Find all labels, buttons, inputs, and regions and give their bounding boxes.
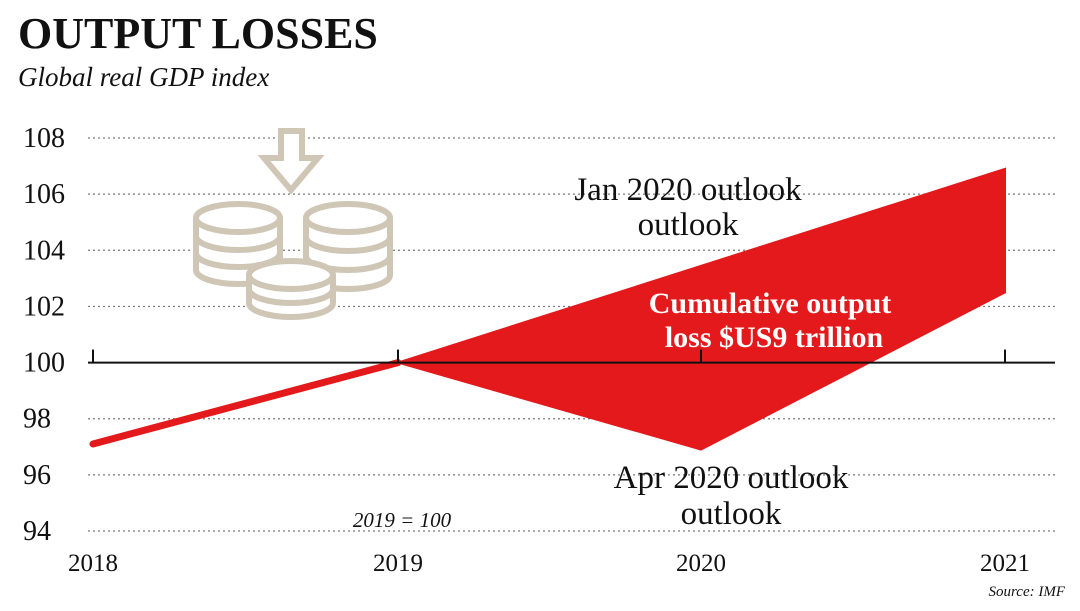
source-note: Source: IMF: [989, 584, 1066, 600]
y-tick-label: 102: [23, 291, 65, 322]
y-tick-label: 100: [23, 348, 65, 379]
y-tick-label: 98: [23, 404, 51, 435]
loss-label-line1: Cumulative output: [649, 287, 892, 320]
jan-outlook-label-line1: Jan 2020 outlook: [574, 172, 802, 208]
down-arrow-icon: [257, 128, 325, 195]
y-tick-label: 106: [23, 179, 65, 210]
loss-label-line2: loss $US9 trillion: [665, 321, 884, 354]
x-tick-label: 2018: [68, 550, 118, 577]
y-axis: 108 106 104 102 100 98 96 94: [23, 123, 65, 547]
x-tick-label: 2019: [373, 550, 423, 577]
y-tick-label: 96: [23, 460, 51, 491]
x-tick-label: 2020: [676, 550, 726, 577]
chart-title: OUTPUT LOSSES: [18, 9, 378, 58]
apr-outlook-label-line1: Apr 2020 outlook: [614, 460, 849, 496]
x-axis-ticks: [92, 349, 1006, 363]
x-tick-label: 2021: [980, 550, 1030, 577]
x-axis: 2018 2019 2020 2021: [68, 550, 1030, 577]
cumulative-loss-area: [394, 167, 1006, 451]
coin-stack-front: [246, 258, 336, 320]
coin-stacks-icon: [193, 128, 393, 320]
y-tick-label: 94: [23, 516, 51, 547]
series-layer: [89, 167, 1006, 451]
chart-subtitle: Global real GDP index: [18, 62, 269, 92]
apr-outlook-label-line2: outlook: [681, 496, 782, 532]
jan-outlook-label-line2: outlook: [638, 207, 739, 243]
y-tick-label: 104: [23, 235, 65, 266]
series-line-historical: [89, 359, 402, 448]
baseline-note: 2019 = 100: [353, 508, 452, 532]
y-tick-label: 108: [23, 123, 65, 154]
